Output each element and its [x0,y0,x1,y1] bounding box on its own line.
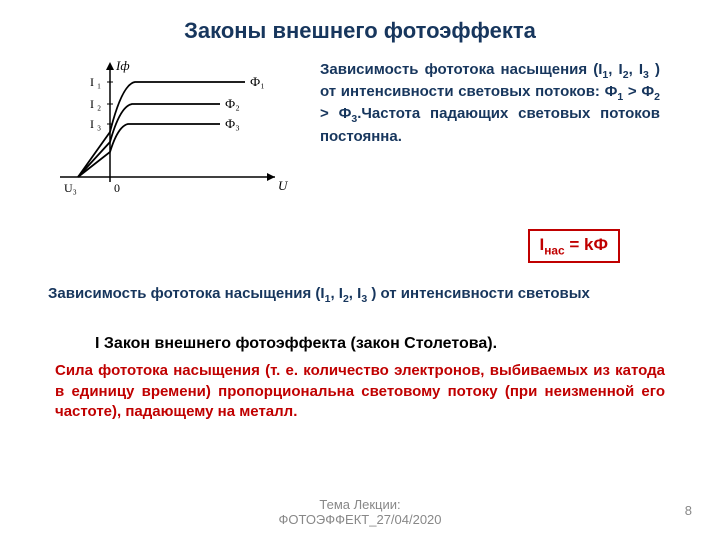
footer-line1: Тема Лекции: [0,497,720,513]
footer: Тема Лекции: ФОТОЭФФЕКТ_27/04/2020 [0,497,720,528]
formula-box: Iнас = kФ [528,229,621,263]
footer-line2: ФОТОЭФФЕКТ_27/04/2020 [0,512,720,528]
phi2-label: Ф₂ [225,96,240,111]
i3-label: I ₃ [90,117,101,131]
mid-text: Зависимость фототока насыщения (I1, I2, … [0,263,720,305]
origin-label: 0 [114,181,120,195]
phi3-label: Ф₃ [225,116,240,131]
formula-row: Iнас = kФ [0,217,720,263]
y-axis-label: Iф [115,58,130,73]
page-number: 8 [685,503,692,518]
description-text: Зависимость фототока насыщения (I1, I2, … [320,52,680,217]
neg-x-label: U₃ [64,181,77,195]
phi1-label: Ф₁ [250,74,265,89]
photoeffect-chart: 0 U₃ Iф U I ₁ I ₂ I ₃ Ф₁ Ф₂ Ф₃ [40,52,300,212]
i2-label: I ₂ [90,97,101,111]
page-title: Законы внешнего фотоэффекта [0,0,720,52]
top-row: 0 U₃ Iф U I ₁ I ₂ I ₃ Ф₁ Ф₂ Ф₃ Завис [0,52,720,217]
law-body: Сила фототока насыщения (т. е. количеств… [0,353,720,422]
chart-container: 0 U₃ Iф U I ₁ I ₂ I ₃ Ф₁ Ф₂ Ф₃ [40,52,300,217]
x-axis-label: U [278,178,289,193]
i1-label: I ₁ [90,75,101,89]
law-title: I Закон внешнего фотоэффекта (закон Стол… [0,305,720,353]
